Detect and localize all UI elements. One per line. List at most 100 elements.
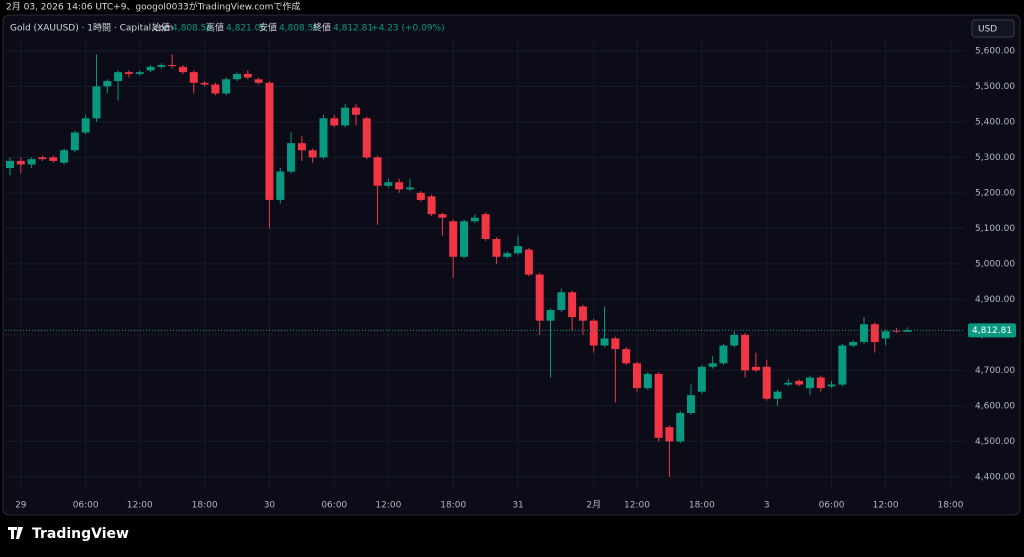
candle-body (730, 334, 739, 346)
candle-body (903, 330, 912, 332)
y-tick-label: 5,200.00 (975, 188, 1015, 198)
candle-body (405, 187, 414, 190)
open-value: 4,808.56 (172, 24, 212, 34)
legend: Gold (XAUUSD) · 1時間 · Capital.com 始値 4,8… (10, 22, 445, 34)
y-tick-label: 5,100.00 (975, 224, 1015, 234)
candle-body (308, 150, 317, 158)
x-tick-label: 18:00 (440, 501, 466, 511)
y-tick-label: 5,500.00 (975, 82, 1015, 92)
high-value: 4,821.05 (226, 24, 266, 34)
candle-body (189, 72, 198, 83)
symbol: Gold (XAUUSD) · 1時間 · Capital.com (10, 23, 173, 34)
candle-body (665, 427, 674, 442)
candle-body (762, 366, 771, 399)
logo-mark (8, 527, 23, 539)
candle-body (254, 79, 263, 83)
candle-body (773, 391, 782, 399)
candle-body (795, 381, 804, 385)
candle-body (276, 171, 285, 200)
candle-body (514, 246, 523, 254)
candle-body (124, 72, 133, 74)
candle-body (384, 182, 393, 186)
candle-body (849, 341, 858, 346)
candle-body (178, 66, 187, 73)
x-tick-label: 31 (512, 501, 523, 511)
candle-body (859, 324, 868, 342)
candle-body (362, 118, 371, 158)
candle-body (827, 384, 836, 387)
candle-body (589, 320, 598, 346)
candle-body (654, 373, 663, 438)
x-tick-label: 18:00 (689, 501, 715, 511)
y-tick-label: 5,400.00 (975, 117, 1015, 127)
candle-body (449, 221, 458, 257)
x-tick-label: 3 (764, 501, 770, 511)
candle-body (632, 363, 641, 389)
candle-body (287, 143, 296, 172)
candle-body (200, 82, 209, 85)
candle-body (427, 196, 436, 215)
x-tick-label: 29 (15, 501, 27, 511)
last-price-label: 4,812.81 (972, 326, 1012, 336)
currency-button[interactable] (971, 19, 1015, 38)
candle-body (438, 214, 447, 218)
candle-body (6, 160, 14, 169)
candle-body (751, 366, 760, 371)
candle-body (838, 345, 847, 385)
candle-body (416, 192, 425, 200)
candle-body (460, 221, 469, 257)
chart-panel (2, 14, 1021, 516)
candle-body (92, 86, 101, 119)
candle-body (741, 334, 750, 371)
candle-body (157, 65, 166, 67)
candle-body (27, 159, 36, 165)
candle-body (341, 107, 350, 126)
x-tick-label: 2月 (586, 500, 601, 511)
candle-body (892, 330, 901, 332)
low-label: 安値 (259, 22, 277, 34)
candle-body (816, 377, 825, 389)
candle-body (784, 382, 793, 385)
x-tick-label: 12:00 (873, 501, 899, 511)
x-tick-label: 06:00 (73, 501, 99, 511)
candle-body (697, 366, 706, 392)
y-tick-label: 4,900.00 (975, 295, 1015, 305)
candle-body (622, 349, 631, 364)
candle-body (524, 249, 533, 275)
candle-body (168, 65, 177, 67)
high-label: 高値 (206, 22, 224, 34)
candle-body (492, 239, 501, 257)
candle-body (265, 82, 274, 200)
candle-body (330, 118, 339, 126)
candle-body (60, 150, 69, 163)
brand-logo: TradingView (8, 526, 129, 542)
candle-body (114, 72, 123, 82)
candle-body (243, 73, 252, 78)
caption: 2月 03, 2026 14:06 UTC+9、googol0033がTradi… (6, 1, 300, 13)
candle-body (568, 292, 577, 318)
candle-body (557, 292, 566, 311)
y-tick-label: 5,300.00 (975, 153, 1015, 163)
candle-body (81, 118, 90, 133)
close-label: 終値 (313, 22, 331, 34)
currency[interactable]: USD (978, 25, 997, 35)
x-tick-label: 18:00 (192, 501, 218, 511)
candle-body (135, 72, 144, 74)
candle-body (319, 118, 328, 158)
x-tick-label: 06:00 (819, 501, 845, 511)
x-tick-label: 12:00 (127, 501, 153, 511)
candle-body (687, 395, 696, 413)
candle-body (146, 66, 155, 71)
candle-body (708, 363, 717, 367)
candle-body (70, 132, 79, 151)
candle-body (643, 373, 652, 389)
candle-body (546, 310, 555, 321)
candle-body (38, 157, 47, 160)
last-price-tag (968, 323, 1016, 338)
candle-body (535, 274, 544, 321)
y-tick-label: 5,600.00 (975, 46, 1015, 56)
candle-body (805, 377, 814, 389)
open-label: 始値 (152, 22, 170, 34)
